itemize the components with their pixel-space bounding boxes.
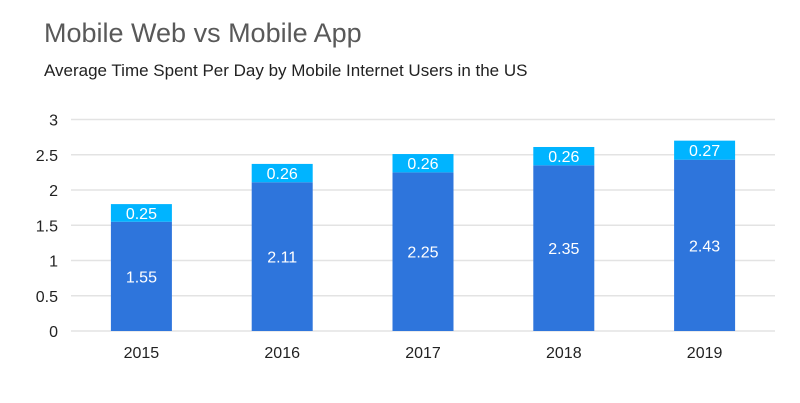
- data-label: 0.26: [407, 156, 438, 173]
- y-tick-label: 1: [49, 254, 58, 271]
- x-tick-label: 2019: [687, 345, 723, 362]
- y-tick-label: 3: [49, 113, 58, 130]
- bar-segment: [110, 221, 172, 331]
- y-tick-label: 2.5: [36, 148, 58, 165]
- data-label: 0.26: [267, 166, 298, 183]
- x-tick-label: 2016: [264, 345, 300, 362]
- data-label: 2.25: [407, 245, 438, 262]
- data-label: 1.55: [126, 269, 157, 286]
- data-label: 2.35: [548, 241, 579, 258]
- bar-segment: [533, 146, 595, 166]
- bar-segment: [251, 163, 313, 183]
- data-label: 0.25: [126, 206, 157, 223]
- data-label: 2.43: [689, 238, 720, 255]
- chart-title: Mobile Web vs Mobile App: [44, 18, 362, 48]
- bar-segment: [674, 159, 736, 331]
- y-tick-label: 0.5: [36, 289, 58, 306]
- chart-subtitle: Average Time Spent Per Day by Mobile Int…: [44, 61, 528, 80]
- bar-segment: [110, 204, 172, 222]
- bar-segment: [392, 172, 454, 331]
- bar-segment: [392, 154, 454, 173]
- y-tick-label: 2: [49, 183, 58, 200]
- y-tick-label: 1.5: [36, 218, 58, 235]
- data-label: 0.26: [548, 149, 579, 166]
- x-tick-label: 2018: [546, 345, 582, 362]
- x-tick-label: 2015: [124, 345, 160, 362]
- bar-segment: [533, 165, 595, 331]
- bar-segment: [674, 140, 736, 160]
- bar-segment: [251, 182, 313, 331]
- y-tick-label: 0: [49, 324, 58, 341]
- data-label: 2.11: [267, 250, 297, 267]
- x-tick-label: 2017: [405, 345, 441, 362]
- data-label: 0.27: [689, 143, 720, 160]
